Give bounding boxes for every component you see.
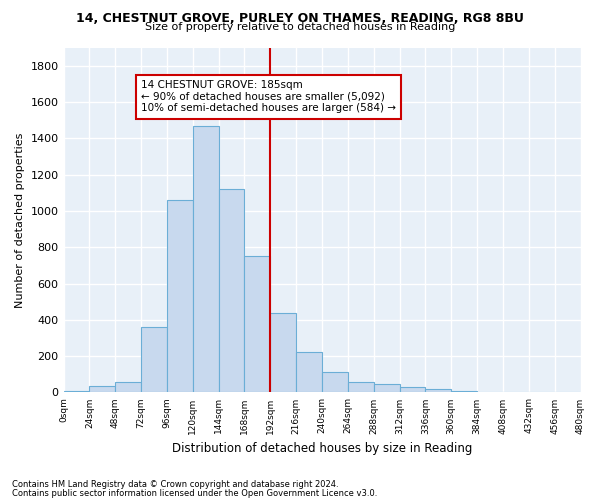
Bar — [451, 391, 477, 392]
Bar — [374, 384, 400, 392]
Bar — [167, 200, 193, 392]
Bar — [348, 382, 374, 392]
Text: 14, CHESTNUT GROVE, PURLEY ON THAMES, READING, RG8 8BU: 14, CHESTNUT GROVE, PURLEY ON THAMES, RE… — [76, 12, 524, 26]
Text: Size of property relative to detached houses in Reading: Size of property relative to detached ho… — [145, 22, 455, 32]
Text: Contains public sector information licensed under the Open Government Licence v3: Contains public sector information licen… — [12, 490, 377, 498]
Bar — [115, 382, 141, 392]
Bar — [271, 314, 296, 392]
Bar — [141, 327, 167, 392]
Bar — [400, 387, 425, 392]
Bar — [64, 390, 89, 392]
Bar — [296, 352, 322, 393]
Bar — [218, 189, 244, 392]
X-axis label: Distribution of detached houses by size in Reading: Distribution of detached houses by size … — [172, 442, 472, 455]
Bar — [244, 256, 271, 392]
Bar — [193, 126, 218, 392]
Bar — [425, 389, 451, 392]
Text: Contains HM Land Registry data © Crown copyright and database right 2024.: Contains HM Land Registry data © Crown c… — [12, 480, 338, 489]
Bar — [322, 372, 348, 392]
Y-axis label: Number of detached properties: Number of detached properties — [15, 132, 25, 308]
Bar — [89, 386, 115, 392]
Text: 14 CHESTNUT GROVE: 185sqm
← 90% of detached houses are smaller (5,092)
10% of se: 14 CHESTNUT GROVE: 185sqm ← 90% of detac… — [141, 80, 396, 114]
